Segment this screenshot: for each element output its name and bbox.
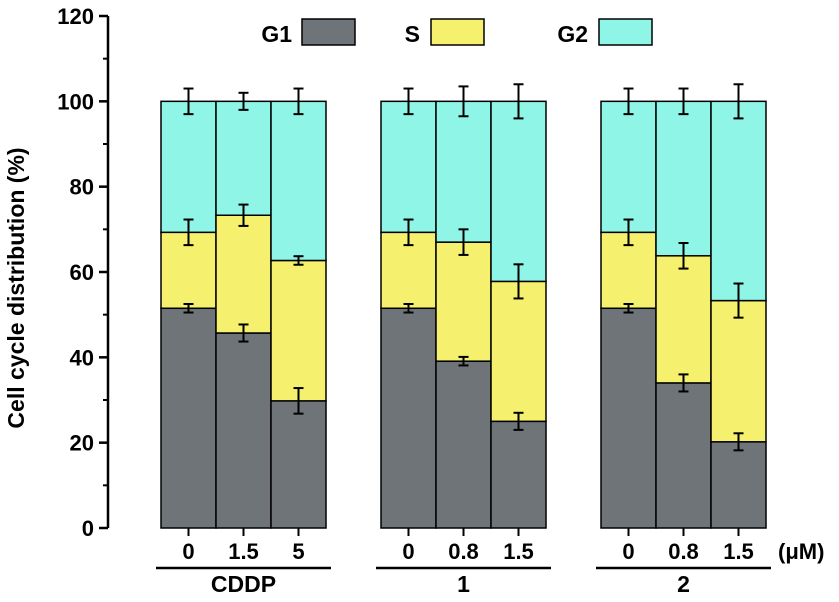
error-bar [183, 87, 194, 116]
bar-segment-s [710, 299, 767, 443]
stacked-bar [435, 85, 492, 529]
error-bar [623, 218, 634, 247]
y-tick-label: 60 [70, 260, 94, 285]
y-tick-label: 80 [70, 175, 94, 200]
bar-segment-g1 [710, 441, 767, 529]
bar-segment-g1 [435, 360, 492, 529]
bar-segment-g2 [160, 100, 217, 234]
stacked-bar [490, 83, 547, 529]
group-label: CDDP [211, 571, 276, 597]
legend-item: G2 [557, 18, 653, 47]
concentration-label: 1.5 [503, 539, 534, 564]
bar-segment-g2 [270, 100, 327, 262]
error-bar [238, 91, 249, 111]
concentration-label: 0 [402, 539, 414, 564]
legend-swatch [598, 18, 653, 46]
error-bar [458, 85, 469, 118]
bar-segment-s [215, 214, 272, 334]
stacked-bar [270, 87, 327, 529]
legend-label: G2 [557, 21, 588, 47]
bar-segment-s [655, 255, 712, 384]
legend: G1 S G2 [261, 18, 653, 47]
error-bar [458, 355, 469, 367]
bar-segment-g1 [380, 307, 437, 529]
bar-segment-g2 [380, 100, 437, 234]
y-tick-label: 0 [82, 516, 94, 541]
legend-swatch [301, 18, 356, 46]
error-bar [678, 87, 689, 116]
y-axis: 0 20 40 60 80 100 120 [57, 4, 110, 541]
legend-item: G1 [261, 18, 356, 47]
bar-segment-g1 [490, 420, 547, 529]
bar-segment-g2 [215, 100, 272, 217]
stacked-bar [215, 91, 272, 529]
bar-segment-g1 [655, 382, 712, 529]
bar-segment-g1 [270, 400, 327, 529]
y-tick-label: 20 [70, 431, 94, 456]
error-bar [293, 87, 304, 116]
y-tick-label: 100 [57, 89, 94, 114]
bar-group [160, 87, 327, 529]
bar-segment-s [270, 259, 327, 402]
error-bar [678, 241, 689, 270]
legend-swatch [430, 18, 485, 46]
bar-group [380, 83, 547, 529]
legend-label: S [405, 21, 420, 47]
stacked-bar [655, 87, 712, 529]
legend-label: G1 [261, 21, 292, 47]
concentration-label: 1.5 [723, 539, 754, 564]
x-axis-labels: 0 1.5 5 CDDP 0 0.8 1.5 1 0 0.8 1.5 2 (μM) [156, 528, 824, 597]
error-bar [513, 263, 524, 300]
error-bar [513, 83, 524, 120]
error-bar [733, 83, 744, 120]
error-bar [513, 411, 524, 431]
bar-group [600, 83, 767, 529]
y-tick-label: 120 [57, 4, 94, 29]
bar-segment-g2 [710, 100, 767, 302]
bar-segment-g2 [600, 100, 657, 234]
error-bar [238, 203, 249, 227]
bar-segment-s [435, 241, 492, 362]
concentration-label: 0.8 [448, 539, 479, 564]
bar-segment-g2 [435, 100, 492, 243]
bar-segment-g1 [160, 307, 217, 529]
error-bar [403, 87, 414, 116]
concentration-label: 0 [182, 539, 194, 564]
stacked-bar [160, 87, 217, 529]
group-label: 1 [457, 571, 470, 597]
stacked-bar [710, 83, 767, 529]
error-bar [183, 303, 194, 314]
bar-groups [160, 83, 767, 529]
bar-segment-g1 [600, 307, 657, 529]
bar-segment-g1 [215, 332, 272, 529]
error-bar [293, 387, 304, 415]
concentration-label: 1.5 [228, 539, 259, 564]
error-bar [183, 218, 194, 247]
y-axis-label: Cell cycle distribution (%) [3, 147, 29, 428]
concentration-label: 0.8 [668, 539, 699, 564]
error-bar [733, 432, 744, 452]
error-bar [238, 323, 249, 343]
error-bar [403, 303, 414, 314]
error-bar [733, 282, 744, 319]
error-bar [458, 228, 469, 256]
error-bar [623, 303, 634, 314]
bar-segment-g2 [490, 100, 547, 283]
stacked-bar [600, 87, 657, 529]
unit-label: (μM) [778, 539, 824, 564]
y-tick-label: 40 [70, 345, 94, 370]
group-label: 2 [677, 571, 690, 597]
bar-segment-g2 [655, 100, 712, 257]
error-bar [293, 255, 304, 266]
concentration-label: 5 [292, 539, 304, 564]
concentration-label: 0 [622, 539, 634, 564]
error-bar [623, 87, 634, 116]
error-bar [678, 373, 689, 393]
error-bar [403, 218, 414, 247]
stacked-bar [380, 87, 437, 529]
legend-item: S [405, 18, 485, 47]
bar-segment-s [490, 280, 547, 423]
